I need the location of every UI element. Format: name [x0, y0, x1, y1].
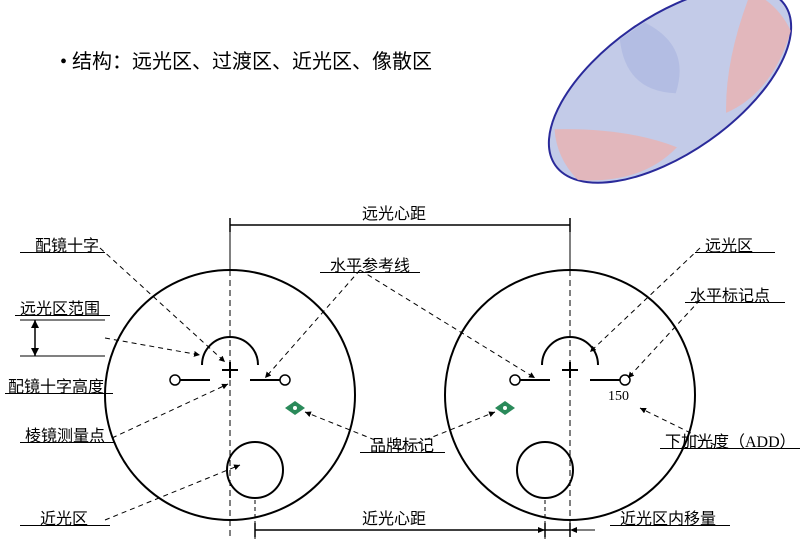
brand-mark-icon-right	[495, 401, 515, 415]
value-150: 150	[608, 389, 629, 404]
label-near-pd: 近光心距	[362, 505, 426, 529]
brand-mark-icon-left	[285, 401, 305, 415]
label-far-pd: 远光心距	[362, 200, 426, 224]
